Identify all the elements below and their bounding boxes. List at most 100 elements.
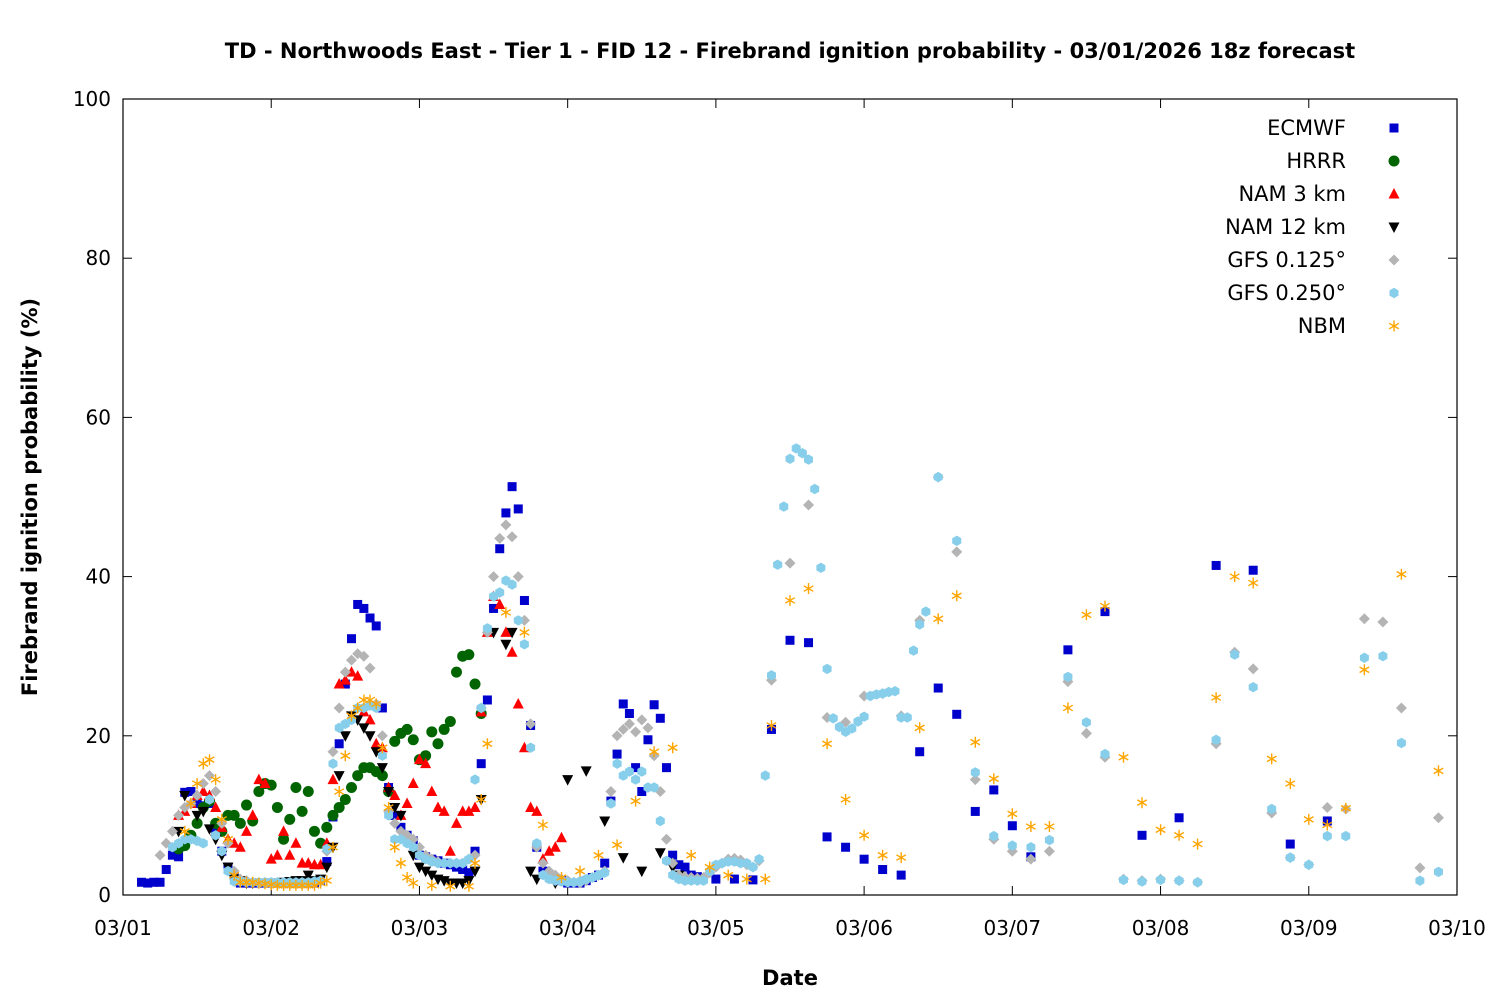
point-nam-12-km	[395, 810, 407, 822]
point-nam-12-km	[580, 766, 592, 777]
point-gfs-0-125	[1080, 727, 1092, 739]
point-ecmwf	[495, 544, 505, 554]
point-nbm	[1396, 568, 1407, 580]
point-gfs-0-125	[951, 546, 963, 558]
point-ecmwf	[390, 810, 400, 820]
point-gfs-0-250	[1156, 874, 1166, 886]
point-ecmwf	[680, 862, 690, 872]
point-gfs-0-250	[526, 742, 536, 753]
point-ecmwf	[631, 763, 641, 773]
point-nbm	[1285, 778, 1296, 790]
legend-marker-nbm	[1388, 320, 1400, 332]
point-nbm	[229, 869, 240, 881]
point-nam-12-km	[525, 866, 537, 878]
point-nam-3-km	[364, 713, 376, 725]
point-gfs-0-125	[636, 714, 648, 726]
point-gfs-0-125	[623, 718, 635, 730]
point-gfs-0-250	[797, 448, 807, 459]
point-nbm	[1340, 802, 1351, 814]
point-ecmwf	[476, 759, 486, 769]
point-ecmwf	[1063, 645, 1073, 655]
point-ecmwf	[649, 700, 659, 710]
point-ecmwf	[186, 787, 196, 797]
point-gfs-0-250	[1230, 649, 1240, 660]
point-gfs-0-250	[933, 471, 943, 483]
point-nam-3-km	[401, 797, 413, 808]
point-ecmwf	[637, 787, 647, 797]
point-nam-3-km	[426, 785, 438, 797]
point-gfs-0-250	[649, 782, 659, 793]
point-ecmwf	[1174, 813, 1184, 823]
point-gfs-0-250	[915, 619, 925, 630]
point-gfs-0-125	[1043, 845, 1055, 857]
point-gfs-0-125	[617, 723, 629, 735]
point-gfs-0-250	[519, 639, 529, 650]
point-hrrr	[290, 782, 302, 794]
point-ecmwf	[612, 749, 622, 759]
point-nam-12-km	[654, 848, 666, 859]
point-nam-3-km	[444, 845, 456, 856]
point-nam-12-km	[191, 810, 203, 822]
point-gfs-0-250	[804, 454, 813, 465]
point-nbm	[896, 852, 907, 864]
y-axis-label: Firebrand ignition probability (%)	[18, 298, 42, 696]
point-hrrr	[432, 738, 444, 750]
point-gfs-0-125	[1414, 862, 1426, 874]
point-ecmwf	[458, 865, 468, 875]
point-nam-3-km	[525, 801, 537, 812]
point-nbm	[463, 880, 474, 892]
x-tick-label: 03/07	[984, 916, 1042, 940]
point-ecmwf	[377, 703, 387, 713]
point-gfs-0-250	[384, 810, 394, 821]
point-nbm	[1155, 824, 1166, 836]
point-nbm	[401, 872, 413, 883]
point-nbm	[327, 841, 339, 853]
point-hrrr	[271, 801, 283, 813]
point-gfs-0-250	[1285, 852, 1295, 863]
point-nam-3-km	[253, 773, 265, 785]
point-nbm	[970, 736, 981, 748]
point-ecmwf	[668, 850, 678, 860]
point-nbm	[766, 720, 777, 731]
point-gfs-0-250	[767, 670, 776, 681]
point-gfs-0-250	[902, 712, 912, 723]
point-ecmwf	[167, 850, 177, 860]
x-tick-label: 03/09	[1280, 916, 1338, 940]
point-nbm	[649, 746, 660, 758]
point-ecmwf	[896, 870, 906, 880]
point-gfs-0-250	[624, 766, 634, 777]
point-ecmwf	[643, 735, 653, 745]
point-hrrr	[191, 817, 203, 829]
point-nam-3-km	[451, 817, 462, 828]
point-hrrr	[339, 793, 351, 805]
point-gfs-0-125	[537, 857, 549, 869]
point-nbm	[1359, 664, 1370, 676]
point-gfs-0-250	[476, 702, 486, 714]
point-nbm	[988, 773, 999, 785]
point-nam-3-km	[302, 857, 314, 868]
point-gfs-0-250	[631, 774, 641, 785]
point-hrrr	[241, 799, 253, 811]
point-nbm	[593, 849, 604, 861]
point-gfs-0-250	[198, 838, 208, 849]
point-gfs-0-250	[1415, 875, 1425, 886]
point-nam-12-km	[413, 862, 425, 874]
point-ecmwf	[365, 613, 375, 623]
point-nam-3-km	[531, 805, 543, 816]
point-ecmwf	[322, 857, 332, 867]
point-nbm	[723, 869, 734, 881]
point-nam-12-km	[420, 866, 432, 878]
plot-frame	[122, 98, 1458, 896]
point-gfs-0-250	[1322, 830, 1332, 842]
point-hrrr	[352, 770, 364, 782]
point-hrrr	[407, 734, 419, 746]
point-nam-3-km	[271, 849, 283, 860]
point-nbm	[1211, 692, 1222, 704]
point-nam-3-km	[333, 678, 345, 689]
point-ecmwf	[1285, 839, 1295, 849]
point-nbm	[395, 857, 407, 869]
point-gfs-0-125	[630, 726, 642, 738]
point-nam-3-km	[247, 809, 259, 820]
point-hrrr	[321, 821, 333, 833]
point-ecmwf	[464, 868, 474, 878]
